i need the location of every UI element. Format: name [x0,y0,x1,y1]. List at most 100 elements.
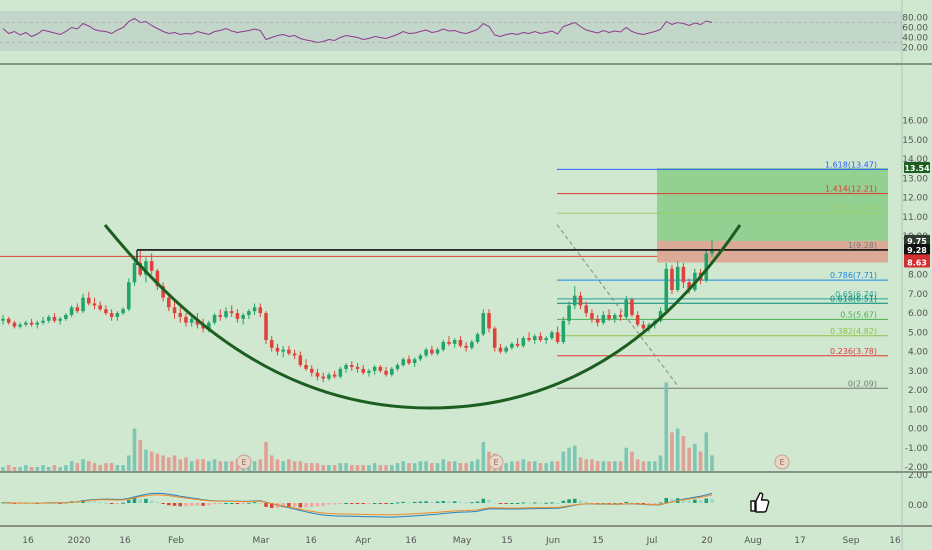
volume-bar [86,461,91,471]
macd-histogram-bar [458,501,463,503]
candle-body [515,343,520,346]
volume-bar [447,461,451,471]
time-tick-label: 16 [22,536,34,546]
candle-body [241,315,245,319]
volume-bar [298,461,303,471]
macd-histogram-bar [447,501,451,503]
volume-bar [184,457,188,471]
macd-histogram-bar [201,503,205,506]
price-badge [904,162,930,174]
volume-bar [132,428,137,471]
volume-bar [201,459,205,471]
volume-bar [367,465,371,471]
macd-histogram-bar [269,503,274,509]
volume-bar [98,465,102,471]
macd-histogram-bar [212,503,217,505]
volume-bar [607,461,611,471]
volume-bar [595,461,600,471]
macd-histogram-bar [178,503,183,507]
volume-bar [332,465,337,471]
macd-histogram-bar [355,503,360,504]
macd-histogram-bar [132,498,137,503]
macd-histogram-bar [361,503,365,504]
candle-body [550,332,554,339]
macd-histogram-bar [189,503,194,506]
volume-bar [435,463,440,471]
price-tick-label: 8.00 [908,271,928,281]
volume-bar [321,465,325,471]
candle-body [155,270,160,287]
candle-body [635,315,640,325]
macd-histogram-bar [229,503,234,504]
price-badge [904,256,930,268]
macd-histogram-bar [155,502,160,504]
candle-body [595,318,600,323]
candle-body [441,341,446,350]
time-tick-label: 15 [501,536,512,546]
macd-histogram-bar [441,501,446,503]
macd-histogram-bar [401,501,406,503]
candle-body [487,313,491,329]
volume-bar [104,463,108,471]
candle-body [178,313,183,317]
fib-extension: 1.618(13.47) 1.414(12.21) 1.272(11.19) 1(9.… [556,160,888,389]
price-badges: 13.549.759.288.958.63 [904,162,930,268]
macd-tick-label: 2.00 [908,471,928,481]
earnings-marker-label: E [493,458,498,467]
volume-bar [561,451,566,471]
candle-body [12,322,17,327]
macd-signal-line [3,494,713,516]
macd-histogram-bar [195,503,200,506]
candle-body [681,266,686,283]
candle-body [127,282,131,310]
candle-body [212,315,217,323]
volume-bar [309,463,314,471]
time-tick-label: 15 [592,536,603,546]
macd-histogram-bar [167,503,171,506]
macd-histogram-bar [658,502,663,504]
candle-body [498,347,503,352]
volume-bar [458,463,463,471]
volume-bar [264,441,268,471]
time-tick-label: Aug [744,536,762,546]
candle-body [29,322,34,325]
macd-histogram-bar [281,503,285,508]
candle-body [98,305,102,310]
macd-histogram-bar [618,503,623,504]
candle-body [69,307,74,316]
candle-body [104,309,108,314]
price-badge-label: 9.28 [907,246,927,255]
candle-body [258,307,263,314]
candle-body [710,249,714,254]
rsi-tick-label: 60.00 [902,24,928,34]
volume-bar [338,463,343,471]
macd-histogram-bar [327,503,331,505]
candle-body [161,286,165,298]
volume-bar [69,461,74,471]
volume-bar [647,461,651,471]
candle-body [224,311,228,317]
macd-histogram-bar [264,503,268,507]
candle-body [578,295,583,306]
fib-label: 0.618(6.51) [830,294,877,303]
macd-histogram-bar [578,500,583,503]
volume-bar [224,461,228,471]
macd-histogram-bar [98,502,102,504]
price-badge-label: 8.63 [907,258,927,267]
volume-bar [515,461,520,471]
candle-body [109,313,114,317]
macd-histogram-bar [144,498,148,503]
macd-histogram-bar [470,502,474,504]
volume-bar [567,447,571,471]
candle-body [35,322,40,325]
volume-bar [532,461,537,471]
candle-body [458,340,463,346]
macd-histogram-bar [127,500,131,503]
macd-histogram-bar [172,503,177,506]
candle-body [618,315,623,317]
volume-bar [81,459,85,471]
macd-histogram-bar [550,502,554,504]
volume-bar [378,465,383,471]
rsi-line [2,17,713,44]
